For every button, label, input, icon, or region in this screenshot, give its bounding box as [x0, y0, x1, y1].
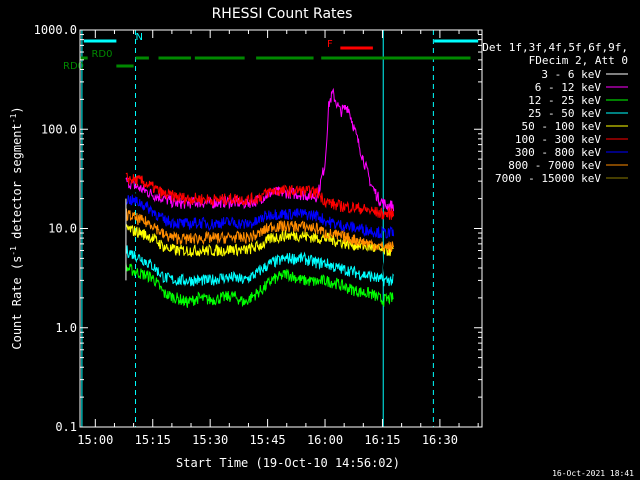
chart-title: RHESSI Count Rates: [212, 6, 353, 22]
y-axis-label-mid: detector segment: [10, 123, 24, 246]
series-line-4: [125, 223, 394, 258]
legend-label-0: 3 - 6 keV: [541, 68, 601, 81]
series-line-2: [125, 263, 394, 308]
x-tick-label-3: 15:45: [250, 433, 286, 447]
x-tick-label-2: 15:30: [192, 433, 228, 447]
y-axis-label-sup: -1: [9, 246, 18, 256]
series-layer: [125, 86, 395, 308]
y-axis-label-prefix: Count Rate (s: [10, 256, 24, 350]
y-tick-label-2: 10.0: [48, 222, 77, 236]
y-axis-label-suffix: ): [10, 106, 24, 113]
legend-label-3: 25 - 50 keV: [528, 107, 601, 120]
legend-label-2: 12 - 25 keV: [528, 94, 601, 107]
x-tick-label-1: 15:15: [135, 433, 171, 447]
series-line-5: [125, 172, 395, 220]
x-tick-label-6: 16:30: [422, 433, 458, 447]
footer-timestamp: 16-Oct-2021 18:41: [552, 469, 634, 478]
status-bar-label-N: N: [136, 32, 143, 43]
legend-label-6: 300 - 800 keV: [515, 146, 601, 159]
status-bar-label-RD0b: RD0: [63, 61, 84, 72]
status-bars-layer: N F RD0 RD0: [63, 32, 479, 72]
y-axis-ticks: 1000.0 100.0 10.0 1.0 0.1: [34, 23, 482, 434]
series-line-7: [125, 208, 395, 253]
legend-label-5: 100 - 300 keV: [515, 133, 601, 146]
y-tick-label-4: 0.1: [55, 420, 77, 434]
series-line-3: [125, 245, 394, 287]
y-axis-label-sup2: -1: [9, 113, 18, 123]
x-tick-label-5: 16:15: [364, 433, 400, 447]
x-axis-ticks: 15:00 15:15 15:30 15:45 16:00 16:15 16:30: [77, 30, 479, 447]
status-bar-label-RD0: RD0: [91, 49, 112, 60]
legend-header-line-1: Det 1f,3f,4f,5f,6f,9f,: [482, 41, 628, 54]
status-bar-label-F: F: [327, 39, 333, 50]
y-tick-label-1: 100.0: [41, 122, 77, 136]
legend-label-8: 7000 - 15000 keV: [495, 172, 601, 185]
x-tick-label-0: 15:00: [77, 433, 113, 447]
series-line-1: [125, 87, 395, 212]
legend-label-1: 6 - 12 keV: [535, 81, 602, 94]
x-axis-label: Start Time (19-Oct-10 14:56:02): [176, 456, 400, 470]
legend-label-4: 50 - 100 keV: [522, 120, 602, 133]
x-tick-label-4: 16:00: [307, 433, 343, 447]
y-axis-label: Count Rate (s-1 detector segment-1): [9, 106, 24, 349]
plot-area: [81, 30, 434, 427]
series-line-6: [125, 194, 395, 239]
legend: Det 1f,3f,4f,5f,6f,9f, FDecim 2, Att 0 3…: [482, 41, 628, 185]
y-tick-label-0: 1000.0: [34, 23, 77, 37]
y-tick-label-3: 1.0: [55, 321, 77, 335]
legend-header-line-2: FDecim 2, Att 0: [529, 54, 628, 67]
legend-label-7: 800 - 7000 keV: [508, 159, 601, 172]
